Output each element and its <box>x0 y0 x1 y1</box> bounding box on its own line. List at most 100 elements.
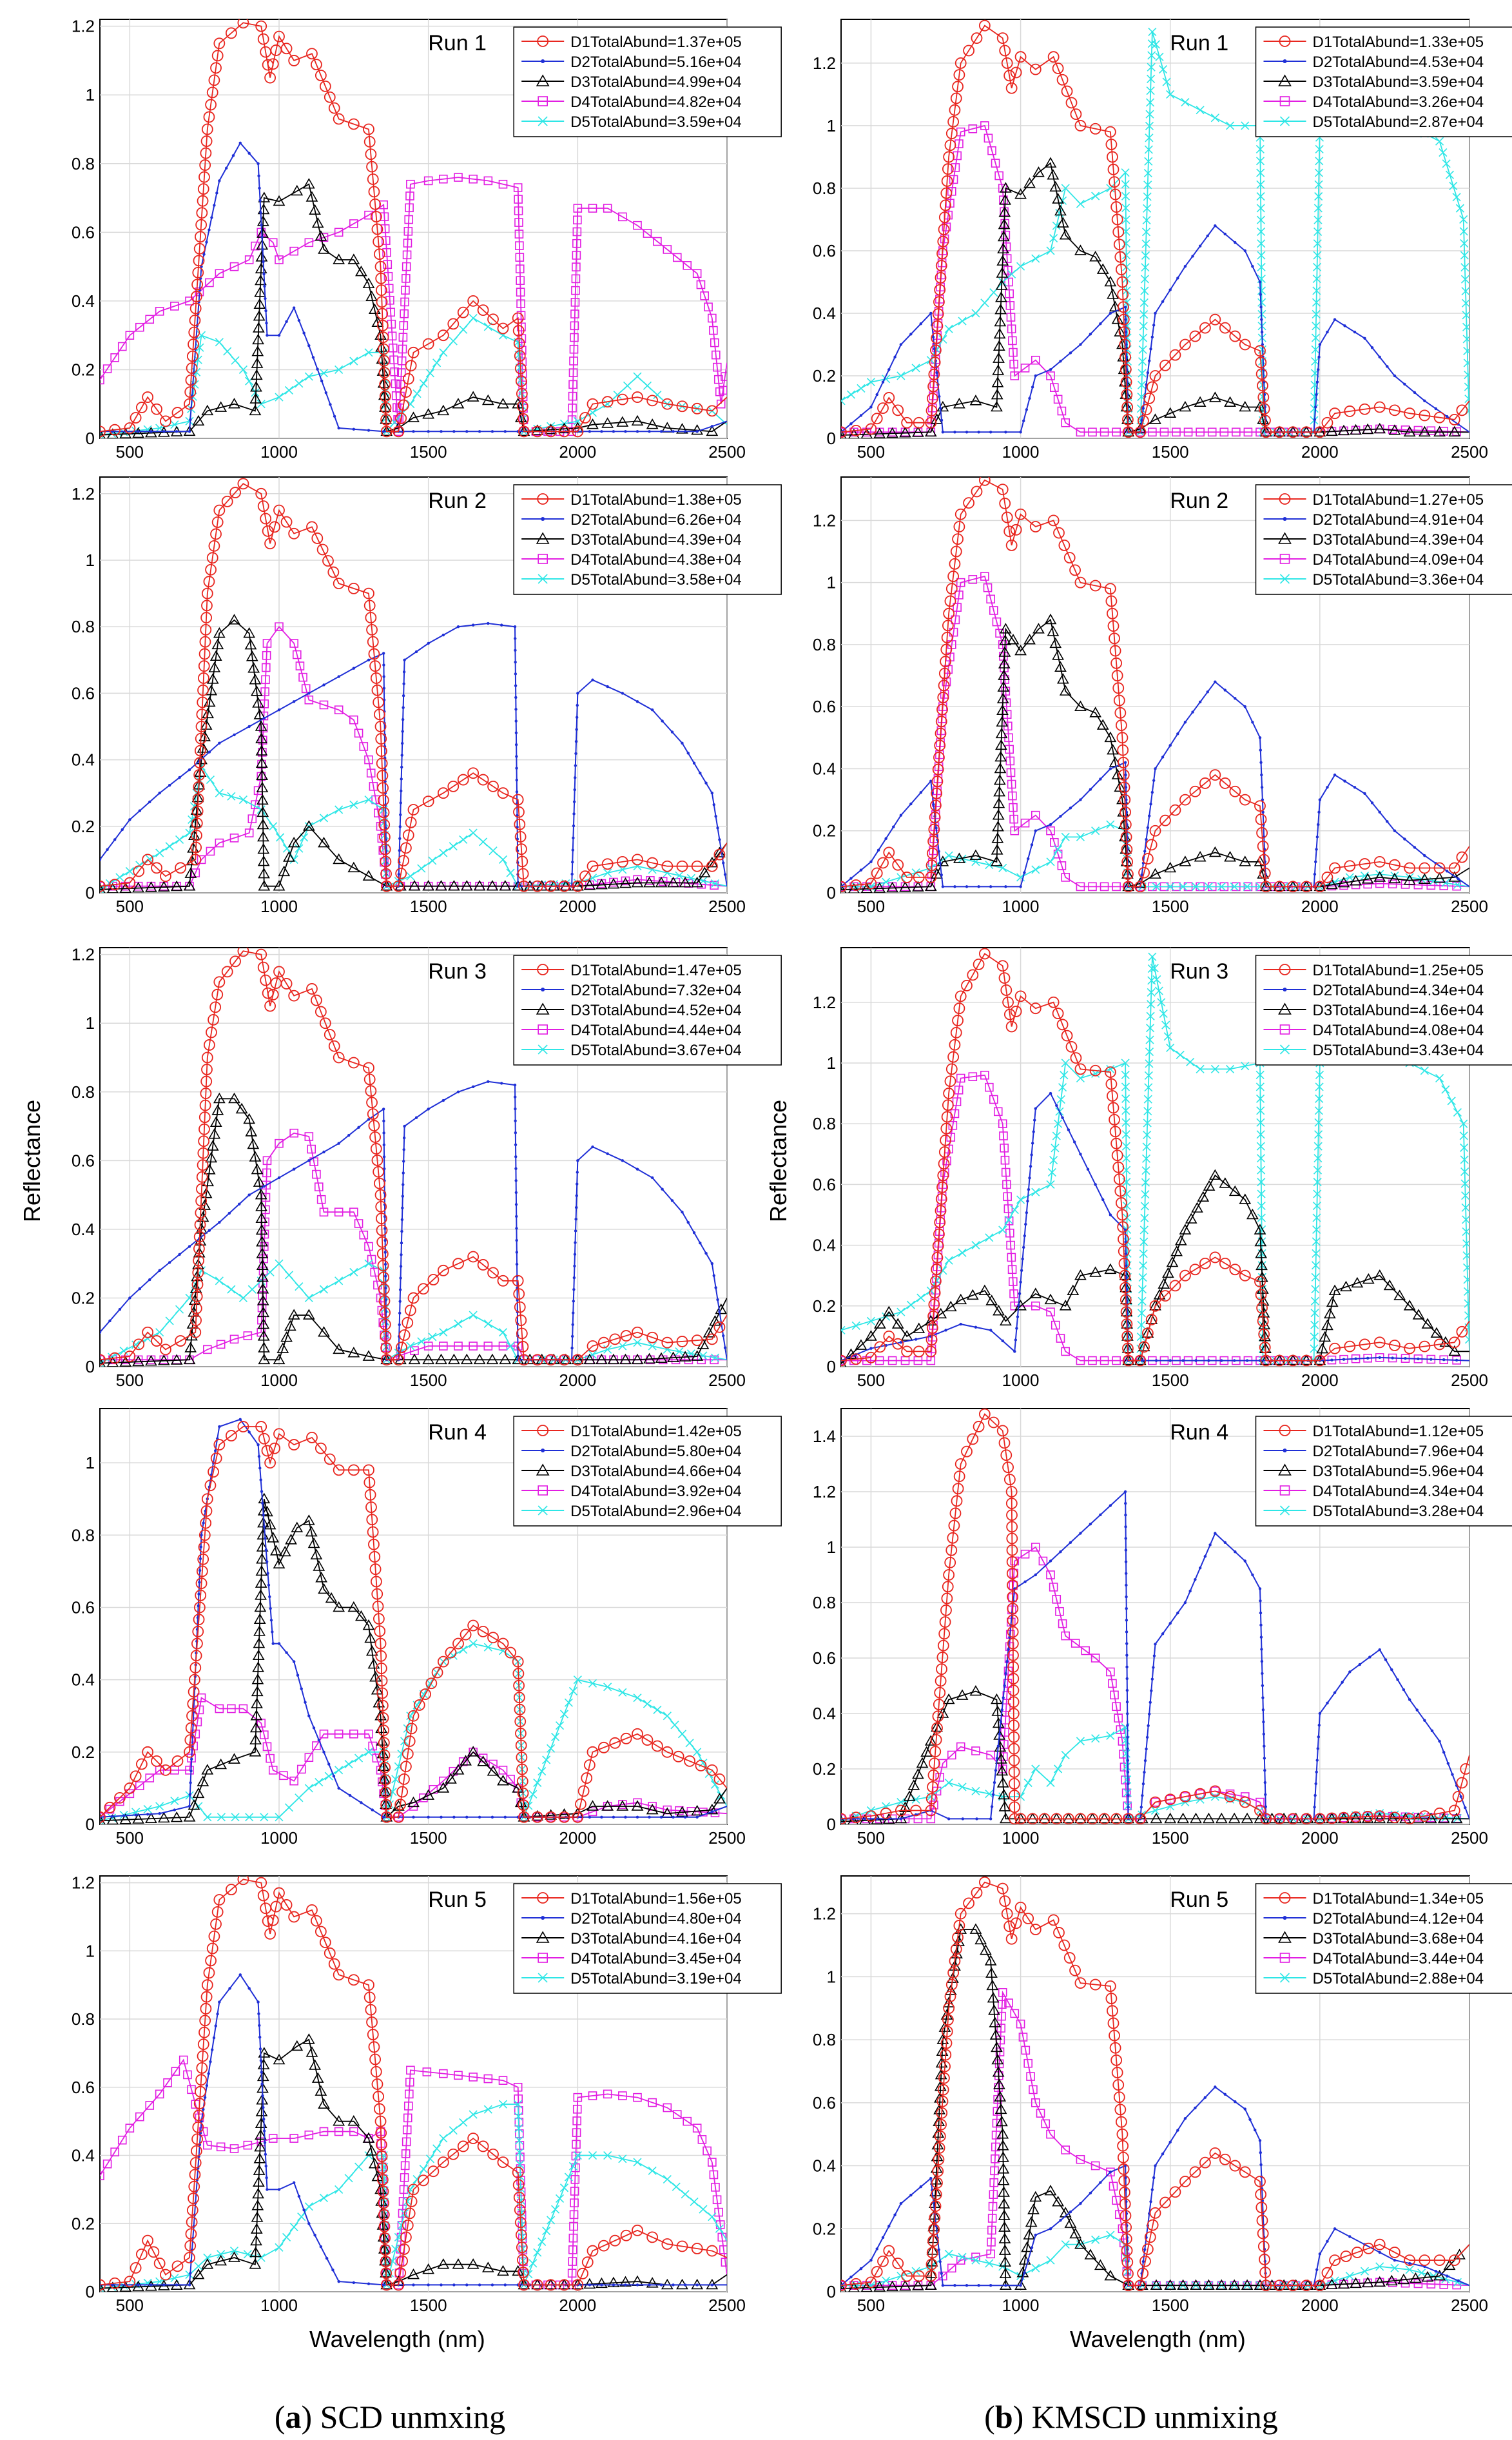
data-point-d1 <box>936 703 948 716</box>
data-point-d5 <box>514 2124 523 2133</box>
data-point-d4 <box>396 391 405 401</box>
data-point-d2 <box>348 1793 352 1797</box>
data-point-d2 <box>218 1221 221 1224</box>
data-point-d5 <box>1460 1179 1469 1188</box>
data-point-d2 <box>1261 1672 1264 1675</box>
data-point-d4 <box>572 227 582 237</box>
data-point-d1 <box>515 1314 527 1326</box>
y-tick-label: 0.4 <box>72 1670 95 1690</box>
data-point-d2 <box>953 431 956 434</box>
data-point-d2 <box>899 814 903 817</box>
x-tick-label: 2500 <box>1451 897 1488 916</box>
data-point-d2 <box>935 371 938 375</box>
data-point-d4 <box>991 159 1000 168</box>
data-point-d1 <box>661 398 674 410</box>
data-point-d4 <box>572 2140 581 2149</box>
data-point-d3 <box>473 1353 486 1365</box>
data-point-d3 <box>891 1318 904 1329</box>
data-point-d4 <box>1076 427 1085 437</box>
data-point-d2 <box>1408 1698 1411 1701</box>
data-point-d1 <box>380 880 393 892</box>
data-point-d2 <box>173 1808 177 1811</box>
data-point-d2 <box>188 1793 192 1796</box>
data-point-d5 <box>245 1813 254 1822</box>
data-point-d1 <box>264 1928 276 1940</box>
data-point-d1 <box>1074 120 1087 132</box>
data-point-d2 <box>909 802 913 806</box>
data-point-d4 <box>100 2171 104 2181</box>
data-point-d1 <box>262 1915 274 1927</box>
data-point-d1 <box>1301 1354 1312 1367</box>
data-point-d2 <box>266 2188 269 2191</box>
data-point-d5 <box>958 317 967 326</box>
data-point-d5 <box>1445 170 1455 179</box>
data-point-d1 <box>850 1353 862 1365</box>
data-point-d3 <box>257 1330 270 1341</box>
data-point-d2 <box>1150 1677 1154 1681</box>
data-point-d3 <box>145 1812 157 1823</box>
data-point-d2 <box>513 625 517 629</box>
data-point-d5 <box>1056 1095 1065 1104</box>
data-point-d2 <box>190 1757 193 1761</box>
data-point-d3 <box>571 1353 584 1365</box>
data-point-d4 <box>646 876 655 885</box>
data-point-d3 <box>1047 625 1060 636</box>
data-point-d3 <box>1074 1269 1087 1280</box>
data-point-d1 <box>513 1679 525 1692</box>
data-point-d5 <box>1420 1066 1429 1075</box>
data-point-d2 <box>573 1253 577 1256</box>
data-point-d3 <box>713 1793 726 1804</box>
legend-label-d1: D1TotalAbund=1.56e+05 <box>570 1890 742 1908</box>
x-tick-label: 1500 <box>1152 897 1189 916</box>
data-point-d2 <box>1314 1782 1317 1786</box>
data-point-d3 <box>1179 400 1192 412</box>
data-point-d2 <box>452 2283 456 2287</box>
data-point-d2 <box>514 1131 518 1135</box>
data-point-d4 <box>469 2073 478 2082</box>
data-point-d1 <box>333 578 345 590</box>
series-markers-d2 <box>841 680 1460 888</box>
data-point-d4 <box>110 353 119 362</box>
y-tick-label: 0 <box>827 1357 836 1376</box>
data-point-d1 <box>200 147 212 159</box>
data-point-d2 <box>514 1179 518 1182</box>
data-point-d1 <box>347 1464 360 1476</box>
data-point-d2 <box>947 1817 951 1820</box>
data-point-d2 <box>247 725 251 728</box>
data-point-d1 <box>288 990 300 1002</box>
data-point-d3 <box>997 230 1010 242</box>
data-point-d3 <box>106 1356 119 1367</box>
data-point-d1 <box>1047 514 1060 527</box>
data-point-d1 <box>447 2148 460 2160</box>
data-point-d1 <box>368 2041 380 2053</box>
data-point-d2 <box>1140 418 1143 422</box>
data-point-d3 <box>1104 731 1117 743</box>
data-point-d2 <box>100 1331 102 1334</box>
data-point-d3 <box>1418 873 1431 884</box>
data-point-d5 <box>1453 1108 1462 1117</box>
data-point-d3 <box>377 1760 390 1771</box>
data-point-d2 <box>624 2283 627 2287</box>
data-point-d1 <box>661 860 674 872</box>
data-point-d4 <box>183 2070 192 2080</box>
data-point-d3 <box>1056 673 1069 684</box>
data-point-d2 <box>200 1534 203 1537</box>
data-point-d2 <box>989 885 993 888</box>
data-point-d1 <box>200 2003 212 2015</box>
run-label: Run 1 <box>428 31 487 55</box>
data-point-d1 <box>195 1577 208 1589</box>
data-point-d1 <box>373 1613 385 1625</box>
data-point-d3 <box>703 1327 715 1338</box>
data-point-d3 <box>313 1560 325 1571</box>
data-point-d3 <box>596 879 608 890</box>
data-point-d5 <box>275 1813 284 1822</box>
data-point-d2 <box>1022 419 1025 423</box>
data-point-d2 <box>1176 732 1179 736</box>
data-point-d3 <box>841 429 847 438</box>
data-point-d3 <box>1023 177 1036 188</box>
data-point-d1 <box>213 1894 226 1906</box>
data-point-d2 <box>137 2283 140 2287</box>
data-point-d5 <box>1138 1296 1147 1306</box>
data-point-d2 <box>440 1815 443 1819</box>
